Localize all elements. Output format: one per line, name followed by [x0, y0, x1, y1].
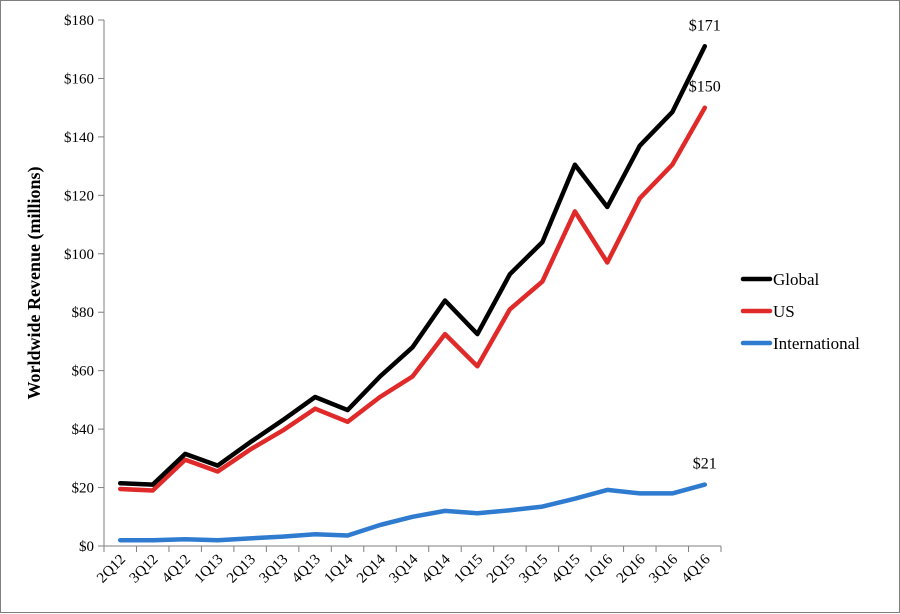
y-tick-label: $60 [72, 364, 95, 380]
x-tick-label: 2Q12 [94, 552, 129, 587]
y-tick-label: $40 [72, 422, 95, 438]
x-tick-label: 1Q14 [321, 551, 356, 586]
x-tick-label: 3Q14 [386, 551, 421, 586]
legend-label-us: US [773, 302, 795, 321]
x-tick-label: 4Q13 [289, 552, 324, 587]
series-lines [117, 44, 708, 543]
y-tick-label: $180 [64, 13, 94, 29]
y-tick-label: $100 [64, 247, 94, 263]
x-tick-label: 2Q13 [224, 552, 259, 587]
y-tick-label: $140 [64, 130, 94, 146]
legend-label-international: International [773, 334, 860, 353]
x-tick-label: 2Q16 [614, 551, 649, 586]
x-tick-label: 4Q12 [159, 552, 194, 587]
y-tick-label: $80 [72, 305, 95, 321]
y-tick-label: $20 [72, 481, 95, 497]
x-tick-label: 1Q15 [451, 552, 486, 587]
x-tick-label: 1Q13 [192, 552, 227, 587]
x-tick-label: 3Q13 [257, 552, 292, 587]
series-line-global [117, 44, 708, 487]
data-label-international: $21 [693, 456, 717, 473]
legend-label-global: Global [773, 270, 820, 289]
y-axis-title: Worldwide Revenue (millions) [24, 166, 45, 399]
x-axis: 2Q123Q124Q121Q132Q133Q134Q131Q142Q143Q14… [94, 545, 722, 587]
x-tick-label: 3Q15 [516, 552, 551, 587]
y-tick-label: $120 [64, 188, 94, 204]
legend: Global US International [740, 270, 860, 353]
x-tick-label: 4Q14 [419, 551, 454, 586]
x-tick-label: 2Q14 [354, 551, 389, 586]
x-tick-label: 4Q16 [679, 551, 714, 586]
x-tick-label: 1Q16 [581, 551, 616, 586]
x-tick-label: 3Q12 [127, 552, 162, 587]
series-line-us [117, 105, 708, 493]
x-tick-label: 4Q15 [549, 552, 584, 587]
y-axis: $0 $20 $40 $60 $80 $100 $120 $140 $160 $180 [64, 13, 105, 555]
series-line-international [117, 482, 708, 543]
x-tick-label: 2Q15 [484, 552, 519, 587]
data-label-us: $150 [689, 79, 721, 96]
y-tick-label: $160 [64, 71, 94, 87]
x-tick-label: 3Q16 [646, 551, 681, 586]
data-label-global: $171 [689, 17, 721, 34]
y-tick-label: $0 [79, 539, 94, 555]
data-labels: $171 $150 $21 [689, 17, 721, 472]
